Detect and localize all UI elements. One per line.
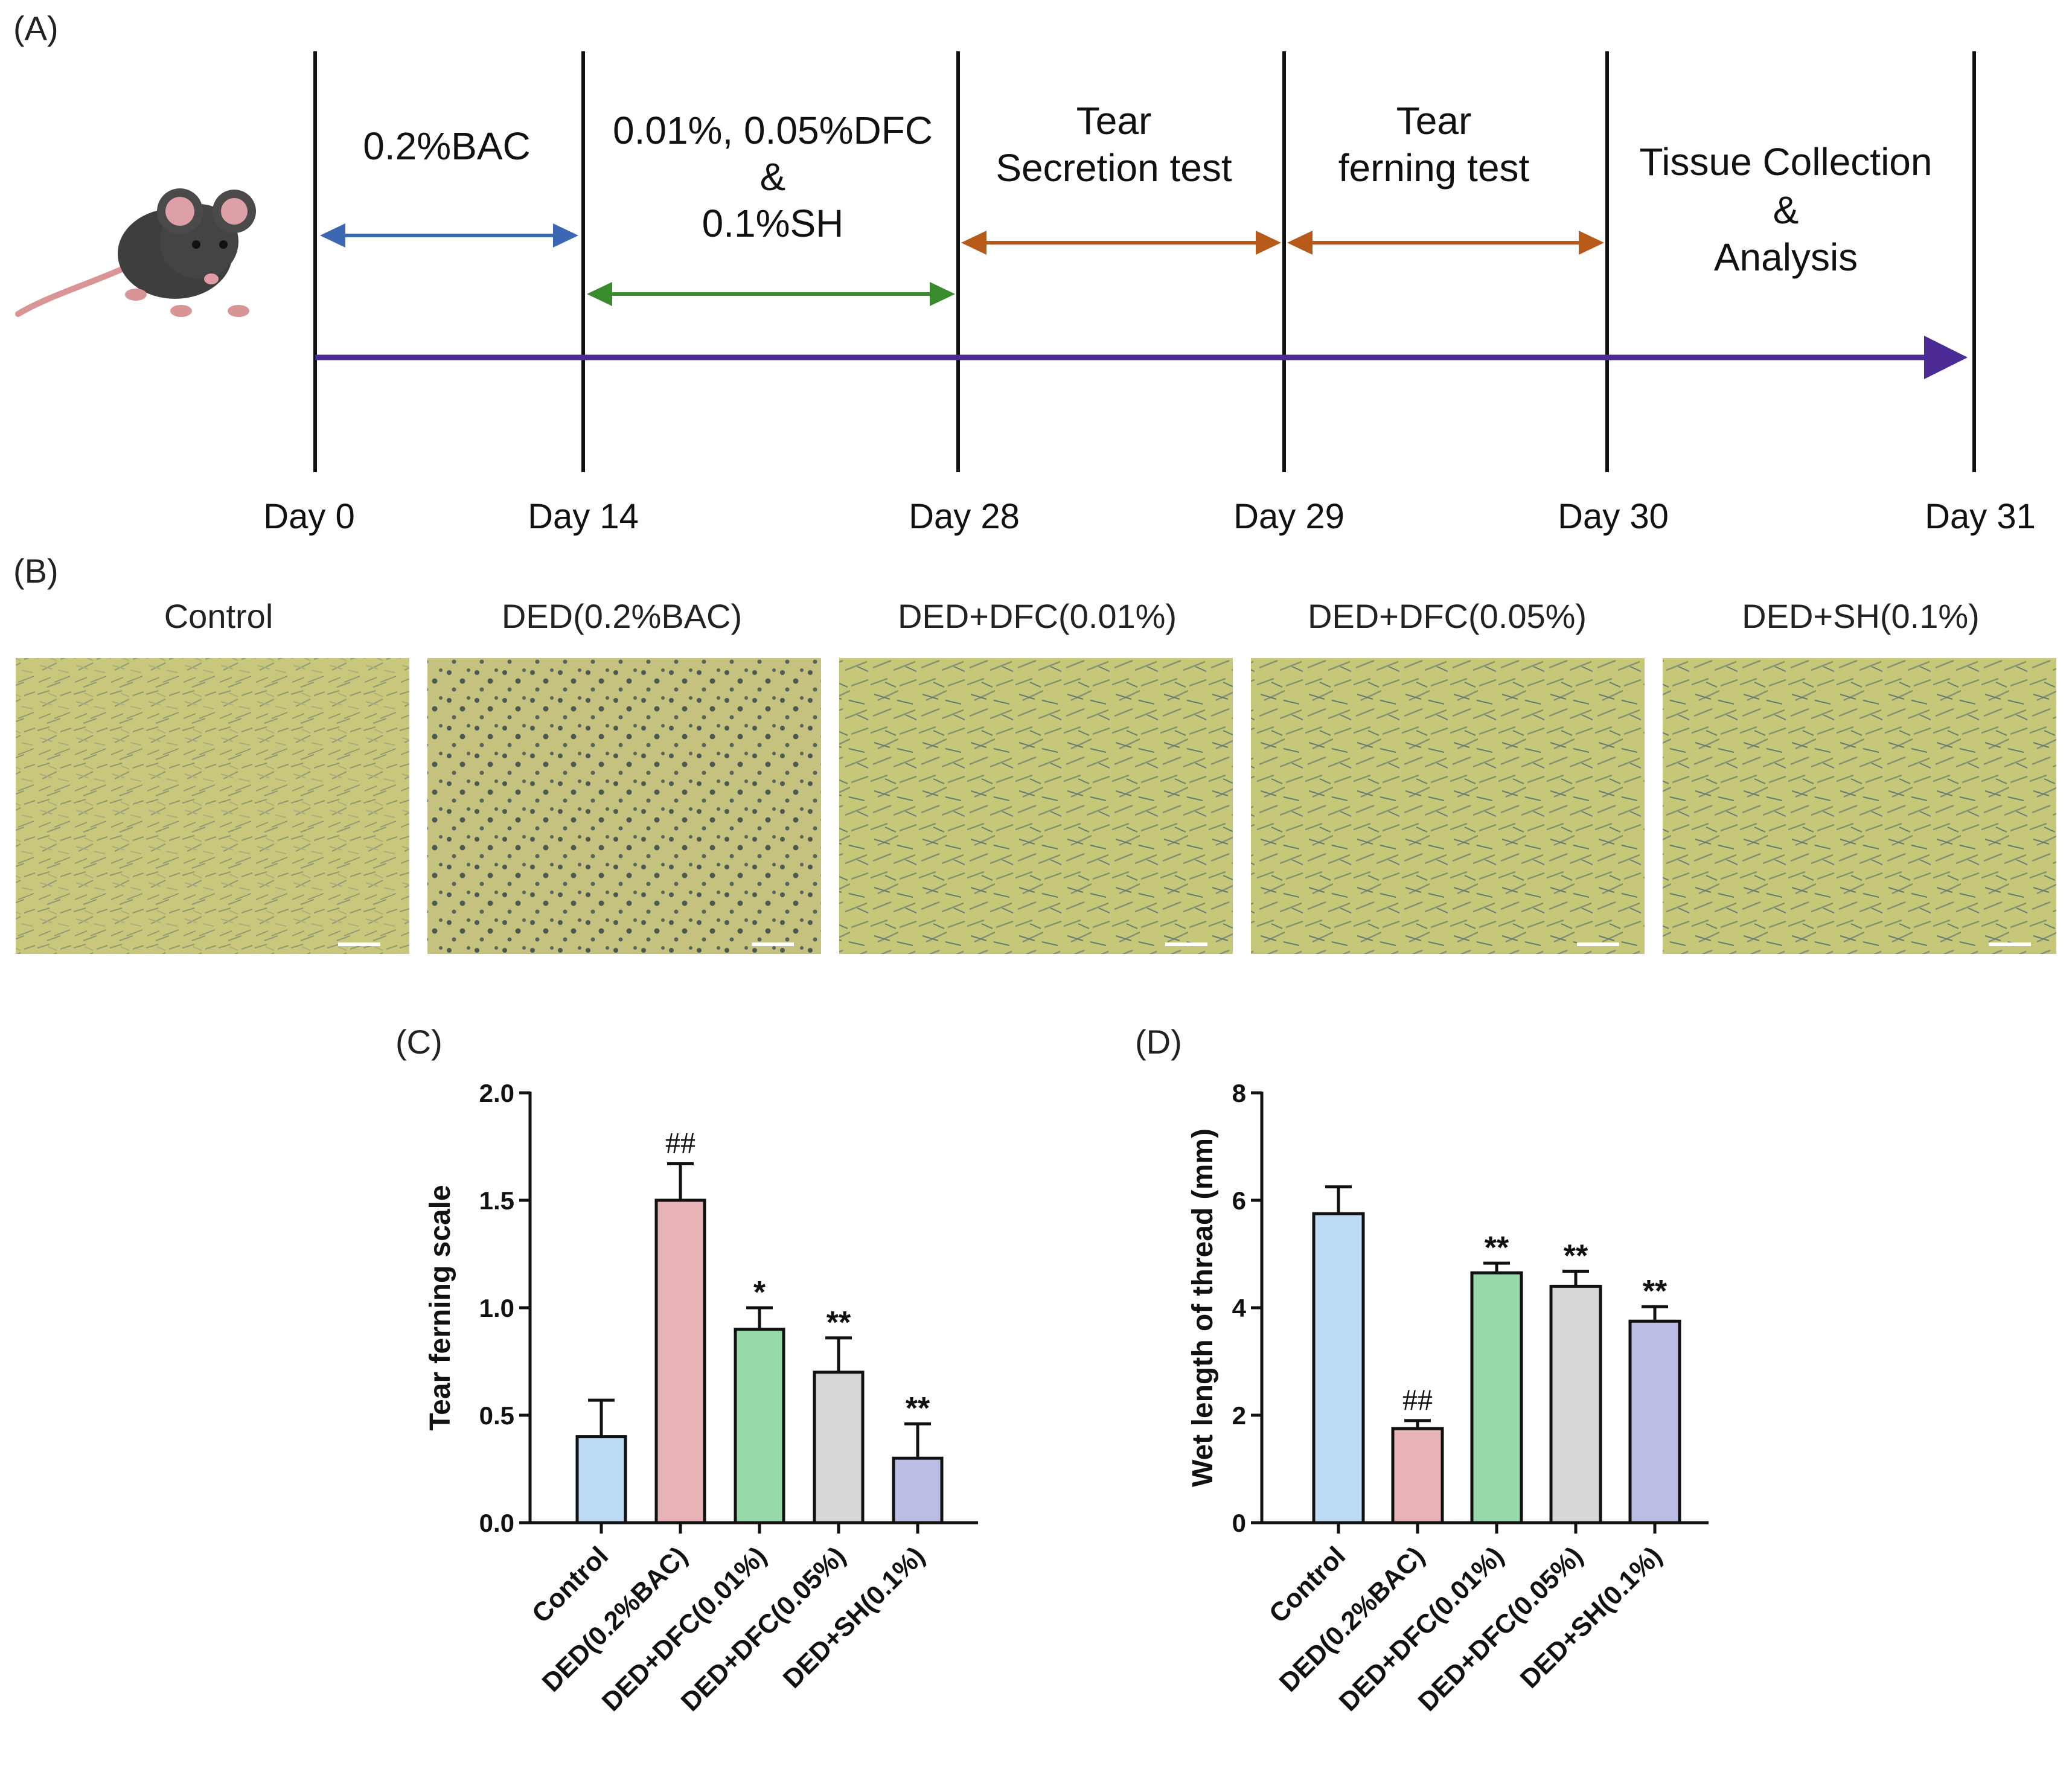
significance-label: * <box>753 1275 766 1310</box>
stage-label-treatment-line2: & <box>760 155 786 199</box>
micrograph-sh <box>1663 658 2056 954</box>
day-label-0: Day 0 <box>263 497 355 536</box>
x-category-label: DED+SH(0.1%) <box>1515 1541 1668 1694</box>
y-tick-label: 6 <box>1232 1186 1246 1215</box>
y-tick-label: 1.5 <box>479 1186 514 1215</box>
timeline-day-lines <box>313 51 1976 472</box>
x-category-label: DED(0.2%BAC) <box>537 1541 693 1697</box>
stage-label-secretion-line2: Secretion test <box>996 146 1232 190</box>
day-label-29: Day 29 <box>1233 497 1345 536</box>
bar <box>1628 1319 1681 1524</box>
micrograph-ded <box>427 658 821 954</box>
bar <box>1549 1284 1602 1524</box>
y-tick-label: 8 <box>1232 1079 1246 1107</box>
bar <box>1470 1271 1523 1524</box>
bar <box>1312 1212 1365 1524</box>
bac-arrow <box>320 223 578 248</box>
significance-label: ** <box>1485 1230 1509 1265</box>
micrograph-title-control: Control <box>164 597 273 635</box>
panel-label-c: (C) <box>395 1023 443 1061</box>
y-tick-label: 2 <box>1232 1401 1246 1430</box>
stage-label-secretion-line1: Tear <box>1076 99 1152 142</box>
significance-label: ## <box>665 1125 695 1159</box>
day-label-14: Day 14 <box>528 497 639 536</box>
secretion-test-arrow <box>961 231 1281 255</box>
stage-label-treatment-line3: 0.1%SH <box>702 202 844 245</box>
bar <box>575 1435 627 1524</box>
treatment-arrow <box>587 282 955 306</box>
panel-label-d: (D) <box>1135 1023 1182 1061</box>
stage-label-ferning-line1: Tear <box>1396 99 1472 142</box>
y-tick-label: 0.0 <box>479 1509 514 1537</box>
micrograph-title-sh: DED+SH(0.1%) <box>1742 597 1980 635</box>
micrograph-dfc005 <box>1251 658 1645 954</box>
significance-label: ** <box>906 1391 930 1426</box>
stage-label-collection-line3: Analysis <box>1714 235 1858 279</box>
y-tick-label: 1.0 <box>479 1294 514 1322</box>
bar <box>734 1328 785 1524</box>
x-category-label: DED(0.2%BAC) <box>1274 1541 1430 1697</box>
micrograph-dfc001 <box>839 658 1233 954</box>
day-label-31: Day 31 <box>1925 497 2036 536</box>
y-axis-title: Wet length of thread (mm) <box>1187 1128 1219 1487</box>
stage-label-treatment-line1: 0.01%, 0.05%DFC <box>613 109 933 152</box>
panel-label-b: (B) <box>13 552 59 590</box>
x-category-label: DED+SH(0.1%) <box>778 1541 930 1694</box>
significance-label: ** <box>1564 1238 1588 1273</box>
micrograph-title-ded: DED(0.2%BAC) <box>502 597 742 635</box>
bar <box>813 1371 865 1524</box>
day-label-30: Day 30 <box>1558 497 1669 536</box>
stage-label-bac: 0.2%BAC <box>363 124 530 168</box>
day-label-28: Day 28 <box>909 497 1020 536</box>
stage-label-collection-line2: & <box>1773 188 1799 232</box>
ferning-test-arrow <box>1287 231 1604 255</box>
micrograph-control <box>16 658 409 954</box>
micrograph-title-dfc005: DED+DFC(0.05%) <box>1308 597 1587 635</box>
significance-label: ## <box>1402 1383 1433 1416</box>
y-tick-label: 4 <box>1232 1294 1247 1322</box>
y-axis-title: Tear ferning scale <box>424 1185 456 1430</box>
y-tick-label: 0.5 <box>479 1401 514 1430</box>
stage-label-collection-line1: Tissue Collection <box>1640 140 1933 184</box>
y-tick-label: 2.0 <box>479 1079 514 1107</box>
bar <box>1391 1427 1444 1524</box>
bar <box>892 1456 944 1524</box>
stage-label-ferning-line2: ferning test <box>1338 146 1530 190</box>
significance-label: ** <box>827 1305 851 1340</box>
significance-label: ** <box>1643 1274 1668 1309</box>
bar <box>654 1198 706 1524</box>
y-tick-label: 0 <box>1232 1509 1246 1537</box>
panel-label-a: (A) <box>13 9 59 47</box>
mouse-icon <box>15 188 256 317</box>
micrograph-title-dfc001: DED+DFC(0.01%) <box>898 597 1177 635</box>
